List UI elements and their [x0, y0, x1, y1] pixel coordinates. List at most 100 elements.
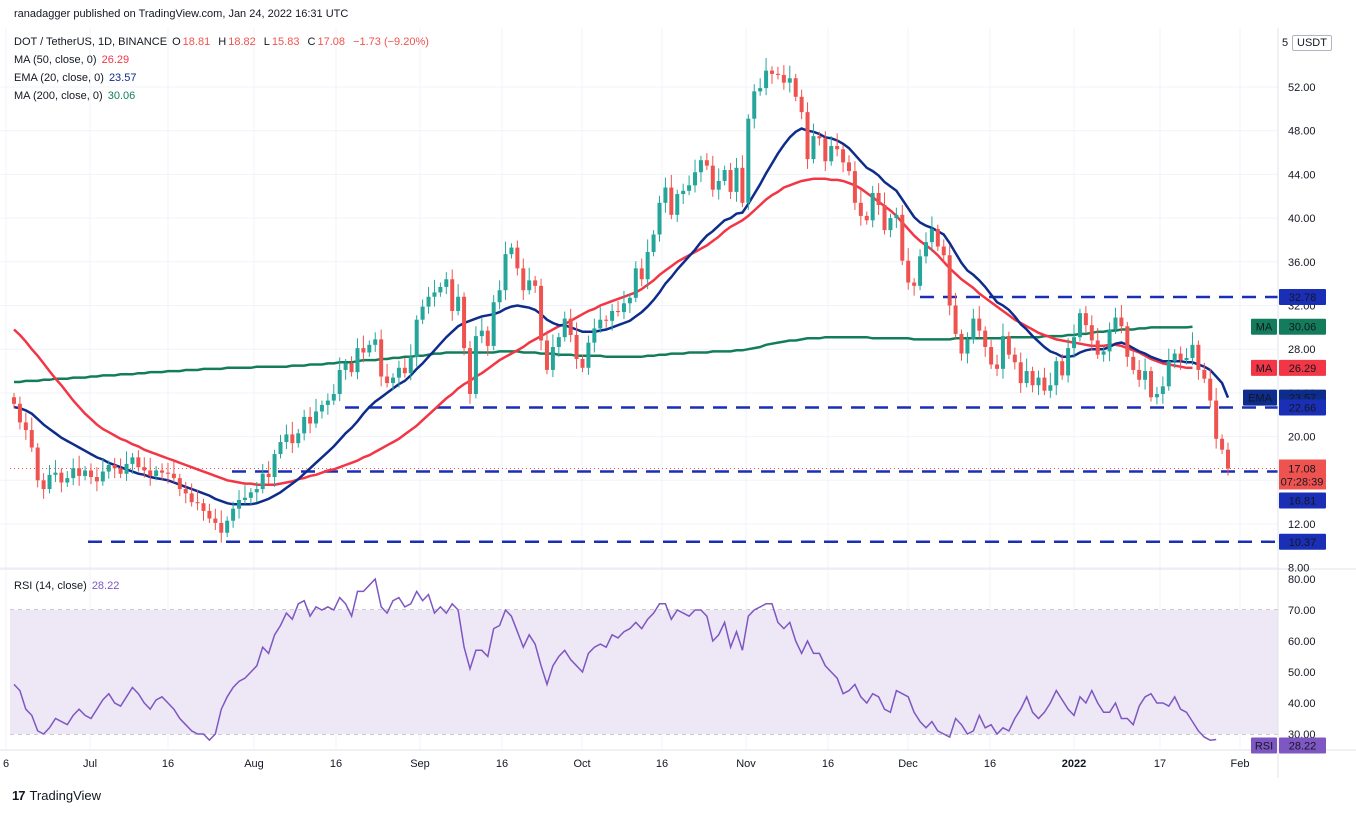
candle-body: [302, 416, 307, 434]
candle-body: [35, 447, 40, 481]
time-axis[interactable]: 6 Jul 16 Aug 16 Sep 16 Oct 16 Nov 16 Dec 16 2022 17 Feb: [3, 758, 1250, 770]
rsi-tick-label: 50.00: [1288, 667, 1316, 679]
candle-body: [1030, 371, 1035, 386]
candle-body: [989, 347, 994, 365]
candle-body: [841, 149, 846, 163]
candle-body: [1077, 313, 1082, 338]
indicator-tag-value-bg: [1279, 359, 1326, 376]
rsi-header[interactable]: RSI (14, close) 28.22: [14, 580, 120, 592]
candle-body: [1101, 351, 1106, 355]
candle-body: [639, 268, 644, 280]
candle-body: [1060, 361, 1065, 376]
candle-body: [704, 160, 709, 166]
candle-body: [408, 356, 413, 374]
candle-body: [130, 457, 135, 464]
time-tick-label: 16: [330, 758, 342, 770]
candle-body: [965, 339, 970, 354]
currency-button[interactable]: USDT: [1292, 35, 1332, 51]
candle-body: [385, 376, 390, 384]
candle-body: [598, 319, 603, 329]
candle-body: [231, 508, 236, 521]
price-tick-label: 44.00: [1288, 169, 1316, 181]
symbol-title[interactable]: DOT / TetherUS, 1D, BINANCE: [14, 36, 168, 48]
candle-body: [864, 215, 869, 221]
candle-body: [829, 145, 834, 162]
candle-body: [485, 330, 490, 346]
rsi-tick-label: 40.00: [1288, 698, 1316, 710]
candle-body: [835, 145, 840, 150]
countdown-label: 07:28:39: [1281, 477, 1324, 489]
candle-body: [758, 88, 763, 92]
candle-body: [781, 74, 786, 83]
footer: 17 TradingView: [12, 788, 101, 803]
candle-body: [882, 204, 887, 231]
level-tag-bg: [1279, 533, 1326, 550]
indicator-ma50[interactable]: MA (50, close, 0) 26.29: [14, 54, 130, 66]
candle-body: [912, 282, 917, 286]
candle-body: [527, 280, 532, 291]
rsi-tag-value-bg: [1279, 737, 1326, 754]
candle-body: [242, 497, 247, 500]
candle-body: [71, 468, 76, 479]
candle-body: [171, 473, 176, 479]
time-tick-label: 2022: [1062, 758, 1086, 770]
candle-body: [391, 377, 396, 384]
time-tick-label: 16: [984, 758, 996, 770]
low-value: 15.83: [271, 36, 300, 48]
footer-brand[interactable]: TradingView: [29, 788, 102, 803]
candle-body: [580, 359, 585, 368]
candle-body: [1113, 317, 1118, 330]
candle-body: [438, 286, 443, 293]
candle-body: [165, 472, 170, 474]
indicator-ma200[interactable]: MA (200, close, 0) 30.06: [14, 90, 136, 102]
candle-body: [568, 318, 573, 335]
candle-body: [675, 194, 680, 215]
candle-body: [1131, 356, 1136, 370]
candle-body: [213, 518, 218, 523]
candle-body: [550, 347, 555, 370]
candle-body: [367, 344, 372, 353]
candle-body: [314, 411, 319, 424]
candle-body: [983, 330, 988, 348]
candle-body: [888, 218, 893, 231]
ema20-series: [13, 127, 1230, 506]
candle-body: [1178, 353, 1183, 361]
candle-body: [1220, 438, 1225, 450]
candle-body: [775, 73, 780, 75]
candle-body: [319, 404, 324, 412]
rsi-tick-label: 80.00: [1288, 574, 1316, 586]
candle-body: [722, 170, 727, 181]
candle-body: [935, 229, 940, 247]
level-tag: 32.78: [1289, 292, 1317, 304]
level-tag: 16.81: [1289, 495, 1317, 507]
candle-body: [343, 363, 348, 370]
candle-body: [1072, 337, 1077, 349]
candle-body: [663, 187, 668, 203]
candle-body: [83, 470, 88, 476]
candle-body: [852, 171, 857, 203]
candle-body: [610, 310, 615, 321]
candle-body: [47, 474, 52, 490]
last-price-label: 17.08: [1288, 464, 1316, 476]
price-axis[interactable]: 52.0048.0044.0040.0036.0032.0028.0024.00…: [1288, 82, 1316, 575]
candle-body: [633, 268, 638, 298]
candle-body: [1095, 340, 1100, 355]
candle-body: [823, 138, 828, 162]
candle-body: [296, 433, 301, 444]
candle-body: [29, 430, 34, 448]
candle-body: [444, 279, 449, 287]
indicator-ema20[interactable]: EMA (20, close, 0) 23.57: [14, 72, 137, 84]
level-tag-bg: [1279, 492, 1326, 509]
indicator-tag-value: 30.06: [1289, 322, 1317, 334]
ema20-line: [13, 127, 1230, 506]
candle-body: [337, 369, 342, 394]
candle-body: [23, 422, 28, 431]
candle-body: [876, 192, 881, 205]
time-tick-label: Nov: [736, 758, 756, 770]
price-tick-label: 36.00: [1288, 257, 1316, 269]
candles-series: [12, 58, 1230, 543]
close-value: 17.08: [317, 36, 345, 48]
